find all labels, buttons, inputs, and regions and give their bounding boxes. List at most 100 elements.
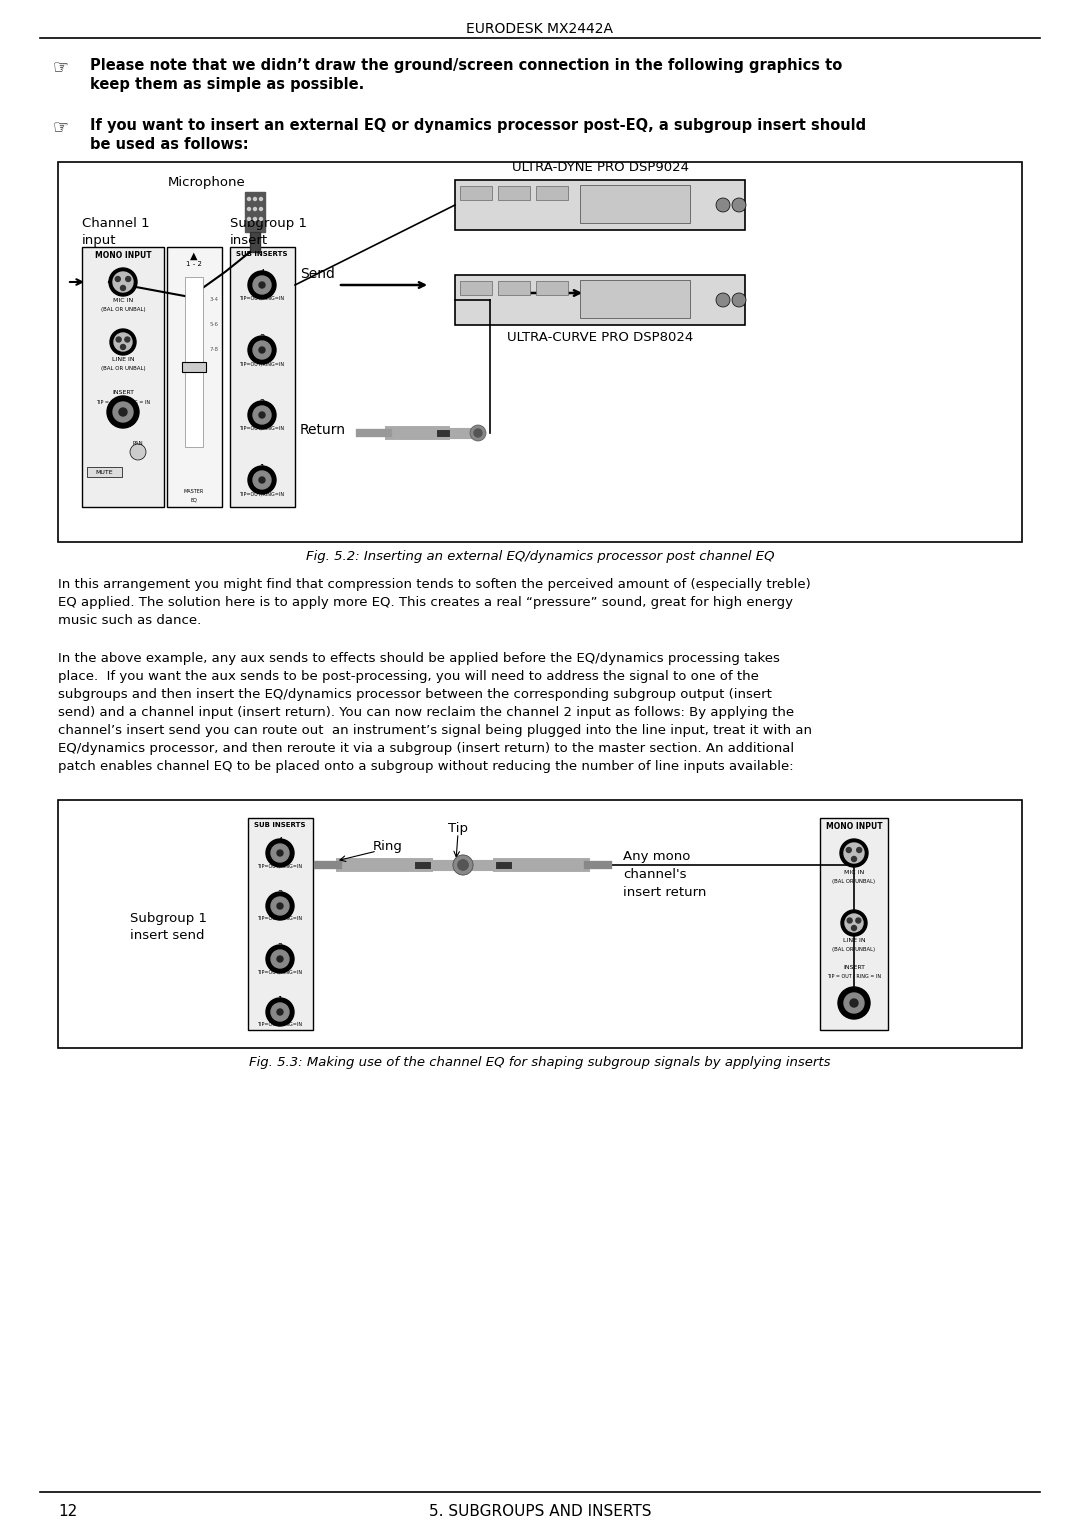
Bar (498, 186, 530, 200)
Circle shape (470, 425, 486, 442)
Text: Please note that we didn’t draw the ground/screen connection in the following gr: Please note that we didn’t draw the grou… (90, 58, 842, 73)
Text: 3-4: 3-4 (210, 296, 219, 303)
Circle shape (247, 208, 251, 211)
Text: patch enables channel EQ to be placed onto a subgroup without reducing the numbe: patch enables channel EQ to be placed on… (58, 759, 794, 773)
Circle shape (458, 860, 468, 869)
Circle shape (114, 333, 132, 351)
Circle shape (847, 918, 852, 923)
Bar (245, 193, 265, 232)
Text: (BAL OR UNBAL): (BAL OR UNBAL) (833, 879, 876, 885)
Text: 1: 1 (259, 465, 265, 474)
Text: INSERT: INSERT (112, 390, 134, 396)
Bar (82, 248, 164, 507)
Circle shape (266, 892, 294, 920)
Text: input: input (82, 234, 117, 248)
Text: ULTRA-CURVE PRO DSP8024: ULTRA-CURVE PRO DSP8024 (507, 332, 693, 344)
Circle shape (276, 957, 283, 963)
Text: TIP = OUT / RING = IN: TIP = OUT / RING = IN (96, 399, 150, 403)
Circle shape (259, 477, 265, 483)
Text: keep them as simple as possible.: keep them as simple as possible. (90, 76, 364, 92)
Circle shape (119, 408, 127, 416)
Text: place.  If you want the aux sends to be post-processing, you will need to addres: place. If you want the aux sends to be p… (58, 669, 759, 683)
Bar (536, 281, 568, 295)
Circle shape (266, 998, 294, 1025)
Circle shape (840, 839, 868, 866)
Circle shape (271, 897, 289, 915)
Bar (230, 248, 295, 507)
Text: TIP=OUT/RING=IN: TIP=OUT/RING=IN (240, 426, 284, 431)
Text: ULTRA-DYNE PRO DSP9024: ULTRA-DYNE PRO DSP9024 (512, 160, 689, 174)
Circle shape (453, 856, 473, 876)
Text: ☞: ☞ (52, 58, 68, 76)
Circle shape (843, 993, 864, 1013)
Bar (460, 186, 492, 200)
Text: Subgroup 1: Subgroup 1 (230, 217, 307, 231)
Text: EURODESK MX2442A: EURODESK MX2442A (467, 21, 613, 37)
Text: PAN: PAN (133, 442, 144, 446)
Text: MONO INPUT: MONO INPUT (95, 251, 151, 260)
Circle shape (259, 413, 265, 419)
Circle shape (121, 344, 125, 350)
Bar (455, 180, 745, 231)
Circle shape (266, 944, 294, 973)
Circle shape (271, 950, 289, 969)
Text: Tip: Tip (448, 822, 468, 834)
Text: Fig. 5.2: Inserting an external EQ/dynamics processor post channel EQ: Fig. 5.2: Inserting an external EQ/dynam… (306, 550, 774, 562)
Text: MASTER: MASTER (184, 489, 204, 494)
Circle shape (248, 270, 276, 299)
Circle shape (732, 293, 746, 307)
Text: ▲: ▲ (190, 251, 198, 261)
Text: insert send: insert send (130, 929, 204, 941)
Bar (580, 280, 690, 318)
Text: If you want to insert an external EQ or dynamics processor post-EQ, a subgroup i: If you want to insert an external EQ or … (90, 118, 866, 133)
Text: insert return: insert return (623, 886, 706, 898)
Text: (BAL OR UNBAL): (BAL OR UNBAL) (100, 307, 146, 312)
Text: TIP=OUT/RING=IN: TIP=OUT/RING=IN (240, 490, 284, 497)
Circle shape (259, 197, 262, 200)
Circle shape (253, 277, 271, 293)
Text: MONO INPUT: MONO INPUT (826, 822, 882, 831)
Text: 12: 12 (58, 1504, 78, 1519)
Circle shape (247, 217, 251, 220)
Bar (536, 186, 568, 200)
Text: send) and a channel input (insert return). You can now reclaim the channel 2 inp: send) and a channel input (insert return… (58, 706, 794, 720)
Text: EQ: EQ (190, 497, 198, 503)
Text: SUB INSERTS: SUB INSERTS (254, 822, 306, 828)
Circle shape (117, 338, 121, 342)
Text: Subgroup 1: Subgroup 1 (130, 912, 207, 924)
Text: TIP = OUT / RING = IN: TIP = OUT / RING = IN (827, 973, 881, 979)
Bar (58, 162, 1022, 542)
Circle shape (107, 396, 139, 428)
Bar (460, 281, 492, 295)
Text: SUB INSERTS: SUB INSERTS (237, 251, 287, 257)
Circle shape (850, 999, 858, 1007)
Text: channel’s insert send you can route out  an instrument’s signal being plugged in: channel’s insert send you can route out … (58, 724, 812, 736)
Bar (580, 185, 690, 223)
Text: or: or (498, 283, 512, 296)
Circle shape (453, 856, 473, 876)
Circle shape (276, 850, 283, 856)
Circle shape (110, 329, 136, 354)
Bar (167, 248, 222, 507)
Text: 5. SUBGROUPS AND INSERTS: 5. SUBGROUPS AND INSERTS (429, 1504, 651, 1519)
Circle shape (458, 860, 468, 869)
Text: In the above example, any aux sends to effects should be applied before the EQ/d: In the above example, any aux sends to e… (58, 652, 780, 665)
Text: subgroups and then insert the EQ/dynamics processor between the corresponding su: subgroups and then insert the EQ/dynamic… (58, 688, 772, 701)
Text: Fig. 5.3: Making use of the channel EQ for shaping subgroup signals by applying : Fig. 5.3: Making use of the channel EQ f… (249, 1056, 831, 1070)
Text: 3: 3 (259, 335, 265, 342)
Text: Any mono: Any mono (623, 850, 690, 863)
Circle shape (248, 400, 276, 429)
Circle shape (716, 293, 730, 307)
Text: EQ applied. The solution here is to apply more EQ. This creates a real “pressure: EQ applied. The solution here is to appl… (58, 596, 793, 610)
Text: 1 - 2: 1 - 2 (186, 261, 202, 267)
Text: 7-8: 7-8 (210, 347, 219, 351)
Text: INSERT: INSERT (843, 966, 865, 970)
Text: (BAL OR UNBAL): (BAL OR UNBAL) (833, 947, 876, 952)
Circle shape (845, 914, 863, 932)
Text: TIP=OUT/RING=IN: TIP=OUT/RING=IN (257, 915, 302, 921)
Text: channel's: channel's (623, 868, 687, 882)
Text: MIC IN: MIC IN (113, 298, 133, 303)
Bar (185, 277, 203, 448)
Text: 1: 1 (278, 996, 283, 1005)
Text: TIP=OUT/RING=IN: TIP=OUT/RING=IN (240, 361, 284, 367)
